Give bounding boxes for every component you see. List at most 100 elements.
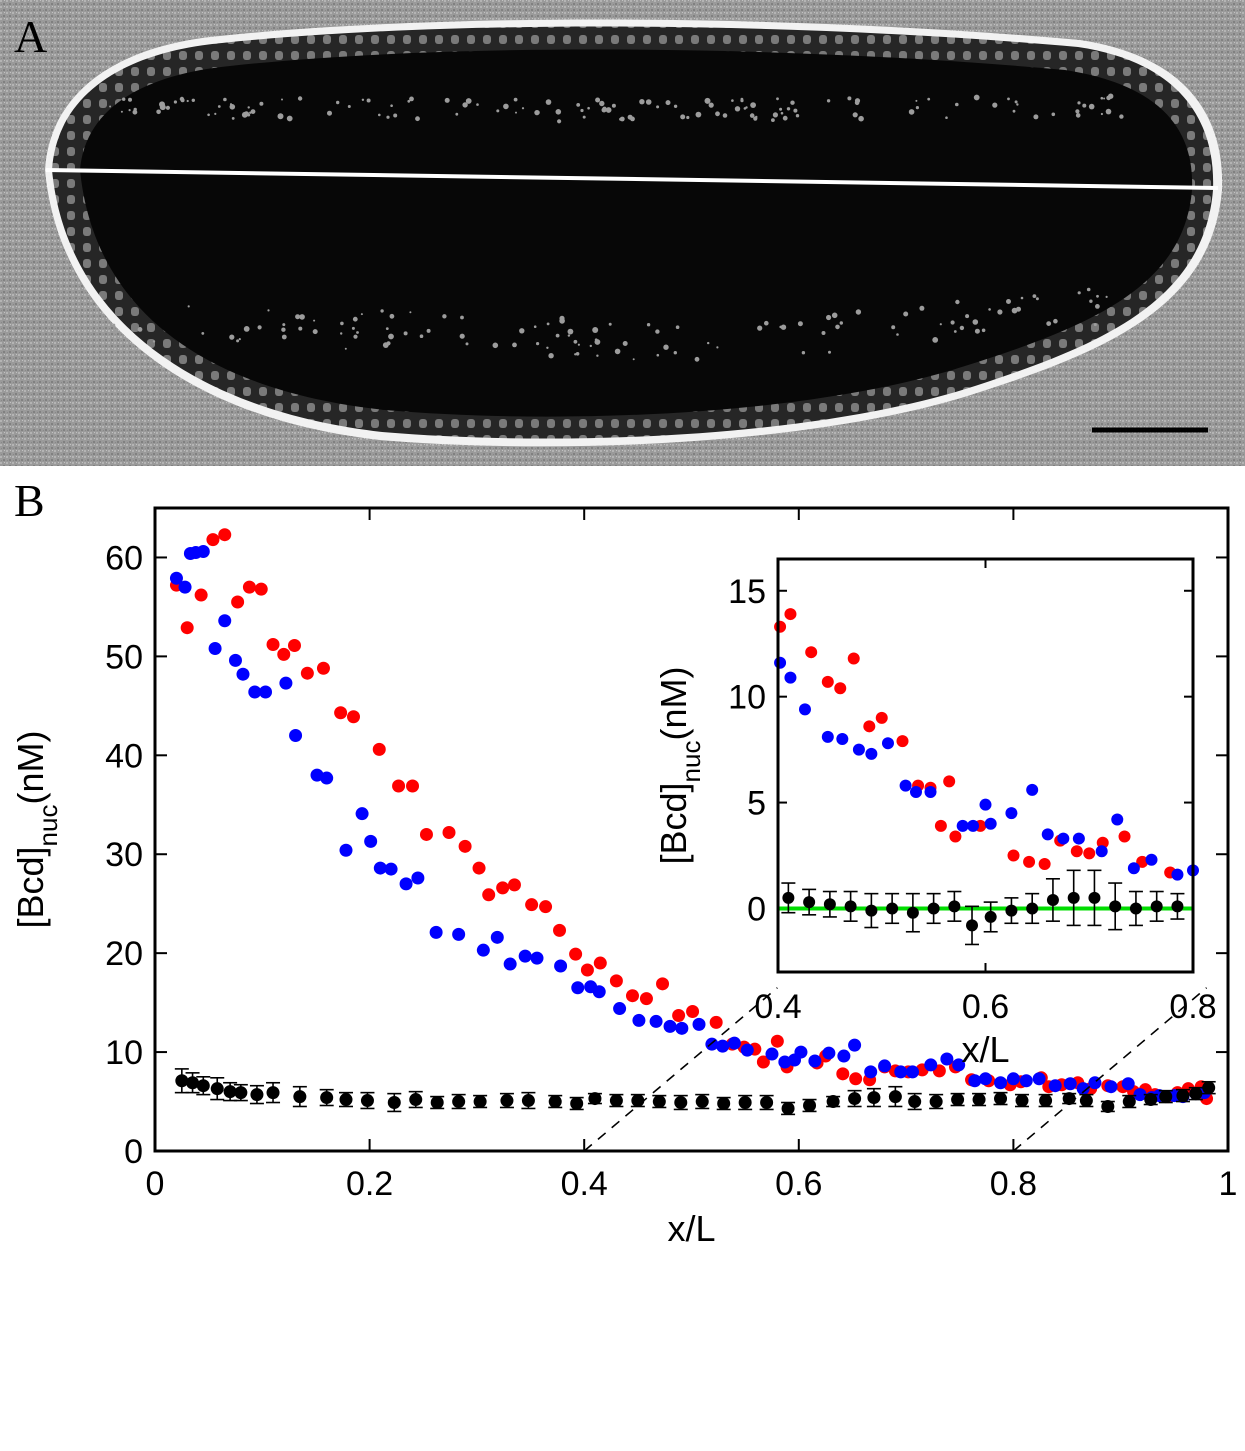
yolk-granule bbox=[344, 347, 347, 350]
inset-data-point bbox=[924, 785, 937, 798]
inset-data-point bbox=[1005, 807, 1018, 820]
yolk-granule bbox=[340, 332, 343, 335]
main-y-tick-label: 40 bbox=[105, 737, 143, 775]
inset-data-point bbox=[1095, 845, 1108, 858]
yolk-granule bbox=[1007, 97, 1010, 101]
yolk-granule bbox=[217, 105, 221, 108]
main-data-point bbox=[994, 1076, 1008, 1090]
main-data-point bbox=[178, 580, 192, 594]
inset-data-point bbox=[979, 798, 992, 811]
main-data-point bbox=[525, 898, 539, 912]
yolk-granule bbox=[927, 97, 931, 101]
main-data-point bbox=[429, 925, 443, 939]
main-data-point bbox=[500, 1094, 514, 1108]
main-data-point bbox=[186, 1076, 200, 1090]
yolk-granule bbox=[1032, 294, 1037, 298]
yolk-granule bbox=[229, 334, 235, 340]
main-y-axis-label: [Bcd]nuc(nM) bbox=[10, 731, 63, 929]
yolk-granule bbox=[576, 103, 581, 107]
yolk-granule bbox=[1119, 114, 1124, 119]
main-data-point bbox=[242, 580, 256, 594]
inset-data-point bbox=[823, 898, 836, 911]
main-y-tick-label: 30 bbox=[105, 836, 143, 874]
main-data-point bbox=[740, 1043, 754, 1057]
main-data-point bbox=[770, 1034, 784, 1048]
yolk-granule bbox=[409, 96, 414, 102]
inset-data-point bbox=[1057, 832, 1070, 845]
inset-data-point bbox=[1038, 857, 1051, 870]
yolk-granule bbox=[137, 327, 143, 332]
main-data-point bbox=[1019, 1074, 1033, 1088]
yolk-granule bbox=[297, 96, 303, 101]
main-data-point bbox=[1176, 1089, 1190, 1103]
yolk-granule bbox=[122, 97, 126, 101]
main-data-point bbox=[979, 1072, 993, 1086]
inset-data-point bbox=[943, 775, 956, 788]
main-data-point bbox=[360, 1094, 374, 1108]
main-data-point bbox=[334, 706, 348, 720]
yolk-granule bbox=[828, 350, 831, 354]
inset-data-point bbox=[966, 919, 979, 932]
yolk-granule bbox=[973, 94, 980, 101]
main-data-point bbox=[392, 779, 406, 793]
main-data-point bbox=[849, 1072, 863, 1086]
main-x-tick-label: 0 bbox=[146, 1165, 165, 1203]
yolk-granule bbox=[826, 99, 831, 103]
yolk-granule bbox=[1103, 97, 1106, 100]
inset-data-point bbox=[852, 743, 865, 756]
inset-y-label-main: [Bcd] bbox=[653, 782, 694, 864]
yolk-granule bbox=[546, 346, 549, 349]
yolk-granule bbox=[574, 353, 577, 356]
yolk-granule bbox=[353, 334, 358, 339]
main-data-point bbox=[223, 1085, 237, 1099]
main-data-point bbox=[496, 881, 510, 895]
yolk-granule bbox=[512, 342, 517, 348]
main-data-point bbox=[1015, 1094, 1029, 1108]
main-x-tick-label: 0.6 bbox=[775, 1165, 822, 1203]
yolk-granule bbox=[277, 113, 284, 120]
yolk-granule bbox=[786, 107, 791, 111]
inset-data-point bbox=[1150, 900, 1163, 913]
zoom-guide-line bbox=[583, 987, 778, 1152]
inset-data-point bbox=[934, 819, 947, 832]
main-data-point bbox=[287, 639, 301, 653]
yolk-granule bbox=[972, 319, 979, 325]
yolk-granule bbox=[573, 339, 578, 344]
yolk-granule bbox=[247, 113, 251, 117]
main-x-axis-label: x/L bbox=[667, 1208, 715, 1249]
main-data-point bbox=[372, 742, 386, 756]
main-data-point bbox=[539, 900, 553, 914]
yolk-granule bbox=[839, 321, 843, 325]
yolk-granule bbox=[403, 331, 408, 336]
yolk-granule bbox=[595, 97, 601, 103]
main-data-point bbox=[1039, 1094, 1053, 1108]
inset-data-point bbox=[1007, 849, 1020, 862]
inset-y-tick-label: 15 bbox=[728, 573, 766, 611]
yolk-granule bbox=[388, 333, 394, 340]
yolk-granule bbox=[356, 331, 359, 334]
yolk-granule bbox=[281, 98, 283, 101]
main-data-point bbox=[482, 888, 496, 902]
yolk-granule bbox=[299, 314, 305, 320]
yolk-granule bbox=[955, 102, 959, 107]
main-data-point bbox=[593, 956, 607, 970]
yolk-granule bbox=[112, 323, 116, 327]
main-data-point bbox=[794, 1045, 808, 1059]
yolk-granule bbox=[241, 111, 248, 118]
main-data-point bbox=[692, 1017, 706, 1031]
yolk-granule bbox=[1033, 114, 1039, 120]
main-axes-frame bbox=[153, 506, 1230, 1153]
yolk-granule bbox=[707, 341, 710, 345]
main-data-point bbox=[507, 878, 521, 892]
main-data-point bbox=[175, 1074, 189, 1088]
inset-data-point bbox=[821, 675, 834, 688]
inset-data-point bbox=[1026, 783, 1039, 796]
main-data-point bbox=[672, 1008, 686, 1022]
main-data-point bbox=[760, 1096, 774, 1110]
yolk-granule bbox=[378, 113, 381, 117]
main-data-point bbox=[717, 1097, 731, 1111]
main-data-point bbox=[210, 1082, 224, 1096]
yolk-granule bbox=[673, 104, 678, 109]
yolk-granule bbox=[521, 107, 525, 110]
yolk-granule bbox=[945, 116, 948, 119]
